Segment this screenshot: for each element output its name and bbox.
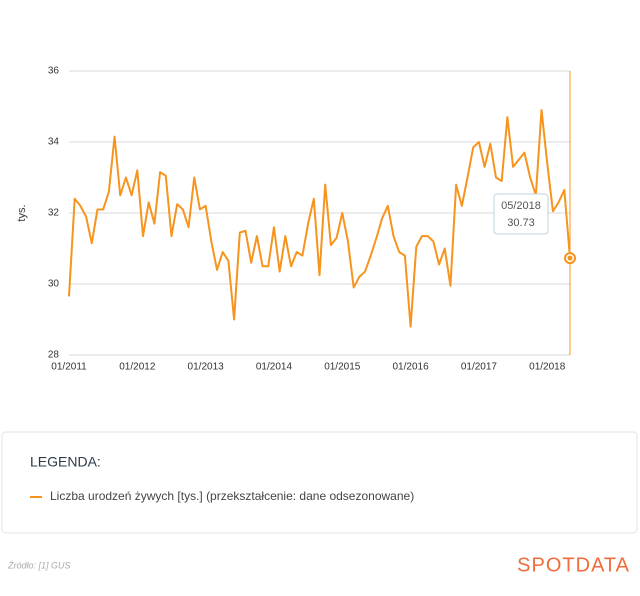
x-tick-label: 01/2016: [393, 362, 430, 373]
legend-title: LEGENDA:: [30, 454, 101, 470]
y-tick-label: 28: [48, 350, 60, 361]
tooltip: [493, 193, 549, 235]
x-tick-label: 01/2018: [529, 362, 566, 373]
y-tick-label: 36: [48, 66, 60, 77]
x-tick-label: 01/2012: [119, 362, 156, 373]
tooltip-value: 30.73: [507, 217, 535, 229]
legend-entry: Liczba urodzeń żywych [tys.] (przekształ…: [50, 489, 414, 503]
x-tick-label: 01/2011: [51, 362, 87, 373]
source: Źródło: [1] GUS: [7, 560, 71, 570]
y-tick-label: 34: [48, 137, 60, 148]
x-tick-label: 01/2015: [324, 362, 361, 373]
y-axis-label: tys.: [16, 204, 28, 221]
y-tick-label: 32: [48, 208, 60, 219]
legend-box: [1, 431, 638, 534]
line: [68, 109, 571, 328]
tooltip-date: 05/2018: [501, 200, 541, 212]
x-tick-label: 01/2013: [188, 362, 225, 373]
x-tick-label: 01/2017: [461, 362, 498, 373]
x-tick-label: 01/2014: [256, 362, 293, 373]
highlight-dot: [567, 255, 573, 261]
y-tick-label: 30: [48, 279, 60, 290]
brand-logo: SPOTDATA: [517, 554, 630, 576]
